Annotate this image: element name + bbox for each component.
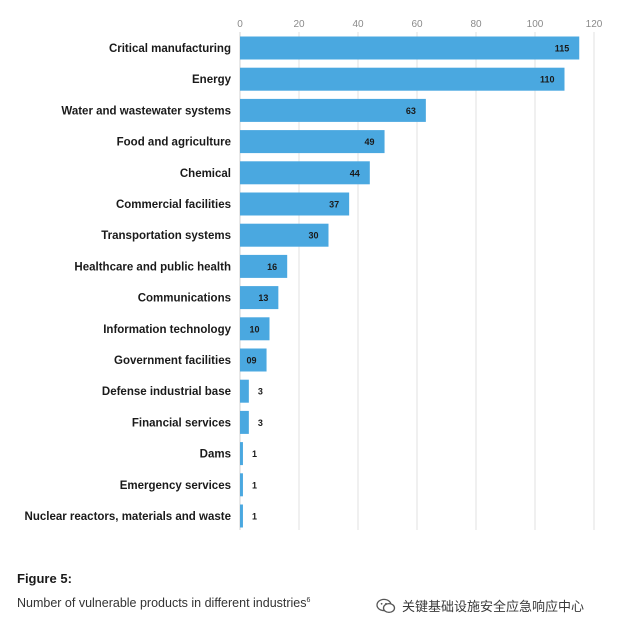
value-label: 1 [252,480,257,490]
bar [240,254,288,278]
category-label: Healthcare and public health [74,261,231,273]
figure-caption: Number of vulnerable products in differe… [17,596,310,610]
bar [240,161,370,185]
category-label: Energy [192,74,232,86]
bar [240,379,249,403]
bar [240,442,243,466]
value-label: 49 [365,137,375,147]
category-label: Chemical [180,168,231,180]
category-label: Dams [200,449,231,461]
figure-title: Figure 5: [17,571,72,586]
value-label: 44 [350,168,360,178]
bar [240,192,350,216]
value-label: 1 [252,449,257,459]
x-tick-label: 60 [411,19,423,30]
value-label: 110 [540,75,555,85]
category-label: Information technology [103,324,231,336]
x-axis-ticks: 0 20 40 60 80 100 120 [237,19,603,30]
bar [240,98,426,122]
category-label: Emergency services [120,480,231,492]
category-label: Water and wastewater systems [61,105,231,117]
value-label: 1 [252,512,257,522]
figure-caption-text: Number of vulnerable products in differe… [17,596,307,610]
bar [240,36,580,60]
value-label: 30 [308,231,318,241]
x-tick-label: 0 [237,19,243,30]
value-label: 13 [258,293,268,303]
category-label: Nuclear reactors, materials and waste [25,511,231,523]
wechat-icon [376,598,396,613]
x-tick-label: 20 [293,19,305,30]
bar [240,473,243,497]
value-label: 37 [329,200,339,210]
category-label: Defense industrial base [102,386,231,398]
watermark: 关键基础设施安全应急响应中心 [376,596,584,615]
bars [240,36,580,528]
category-label: Financial services [132,417,231,429]
value-label: 63 [406,106,416,116]
value-label: 3 [258,387,263,397]
category-label: Food and agriculture [117,137,231,149]
category-label: Communications [138,293,231,305]
value-label: 3 [258,418,263,428]
bar-chart: 0 20 40 60 80 100 120 Critical manufacturing 11… [25,19,603,530]
footnote-mark: 6 [306,596,311,604]
value-label: 16 [267,262,277,272]
bar [240,317,270,341]
value-label: 10 [249,324,259,334]
category-label: Commercial facilities [116,199,231,211]
x-tick-label: 40 [352,19,364,30]
x-tick-label: 120 [586,19,603,30]
bar [240,130,385,154]
bar [240,67,565,91]
value-label: 115 [555,44,570,54]
category-label: Critical manufacturing [109,43,231,55]
category-label: Government facilities [114,355,231,367]
bar [240,348,267,372]
bar [240,223,329,247]
x-tick-label: 80 [470,19,482,30]
x-tick-label: 100 [527,19,544,30]
bar [240,286,279,310]
category-label: Transportation systems [101,230,231,242]
value-label: 09 [247,356,257,366]
bar [240,504,243,528]
watermark-text: 关键基础设施安全应急响应中心 [402,599,585,614]
bar [240,410,249,434]
